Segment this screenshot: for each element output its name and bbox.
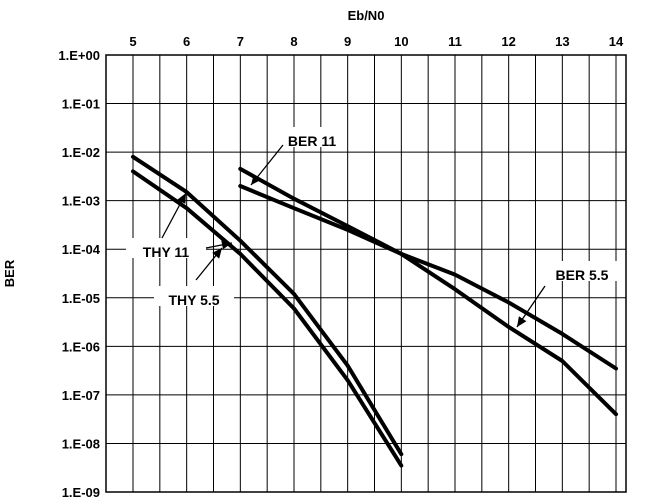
series-line (131, 154, 404, 457)
y-tick-label: 1.E-02 (62, 145, 100, 160)
x-tick-label: 12 (501, 34, 515, 49)
x-tick-label: 5 (129, 34, 136, 49)
x-tick-label: 7 (237, 34, 244, 49)
y-tick-label: 1.E-07 (62, 388, 100, 403)
y-tick-label: 1.E-05 (62, 291, 100, 306)
x-tick-label: 13 (555, 34, 569, 49)
series-line (238, 184, 618, 371)
annotation-arrow (212, 248, 222, 259)
y-tick-label: 1.E-03 (62, 194, 100, 209)
x-tick-label: 10 (394, 34, 408, 49)
annotation-bg (276, 127, 344, 147)
series-lines (131, 154, 618, 468)
x-tick-label: 6 (183, 34, 190, 49)
x-tick-label: 14 (609, 34, 624, 49)
annotation-arrow (177, 193, 186, 204)
y-tick-label: 1.E-06 (62, 339, 100, 354)
x-axis-title: Eb/N0 (348, 8, 385, 23)
annotation-bg (154, 286, 234, 306)
annotation-bg (126, 238, 206, 258)
x-tick-label: 9 (344, 34, 351, 49)
x-tick-label: 11 (448, 34, 462, 49)
annotation-arrow (221, 240, 232, 250)
annotation-label: THY 5.5 (168, 292, 219, 308)
annotation-arrow (517, 316, 527, 327)
plot-frame (105, 54, 627, 493)
y-tick-label: 1.E-09 (62, 485, 100, 498)
annotation-label: BER 5.5 (556, 267, 609, 283)
annotations: BER 11 THY 11 THY 5.5 BER 5.5 (126, 127, 619, 328)
annotation-label: THY 11 (143, 244, 190, 260)
x-tick-label: 8 (290, 34, 297, 49)
series-line (131, 169, 404, 468)
annotation-bg (545, 261, 619, 281)
y-tick-label: 1.E-04 (62, 242, 101, 257)
annotation-arrow (251, 174, 261, 185)
y-tick-label: 1.E-08 (62, 436, 100, 451)
annotation-label: BER 11 (288, 133, 336, 149)
y-axis-title: BER (2, 259, 17, 287)
y-tick-label: 1.E+00 (58, 48, 100, 63)
series-line (238, 166, 618, 417)
tick-labels: 5 6 7 8 9 10 11 12 13 14 1.E+00 1.E-01 1.E-02 1.E-03 1… (58, 34, 624, 498)
y-tick-label: 1.E-01 (62, 97, 100, 112)
